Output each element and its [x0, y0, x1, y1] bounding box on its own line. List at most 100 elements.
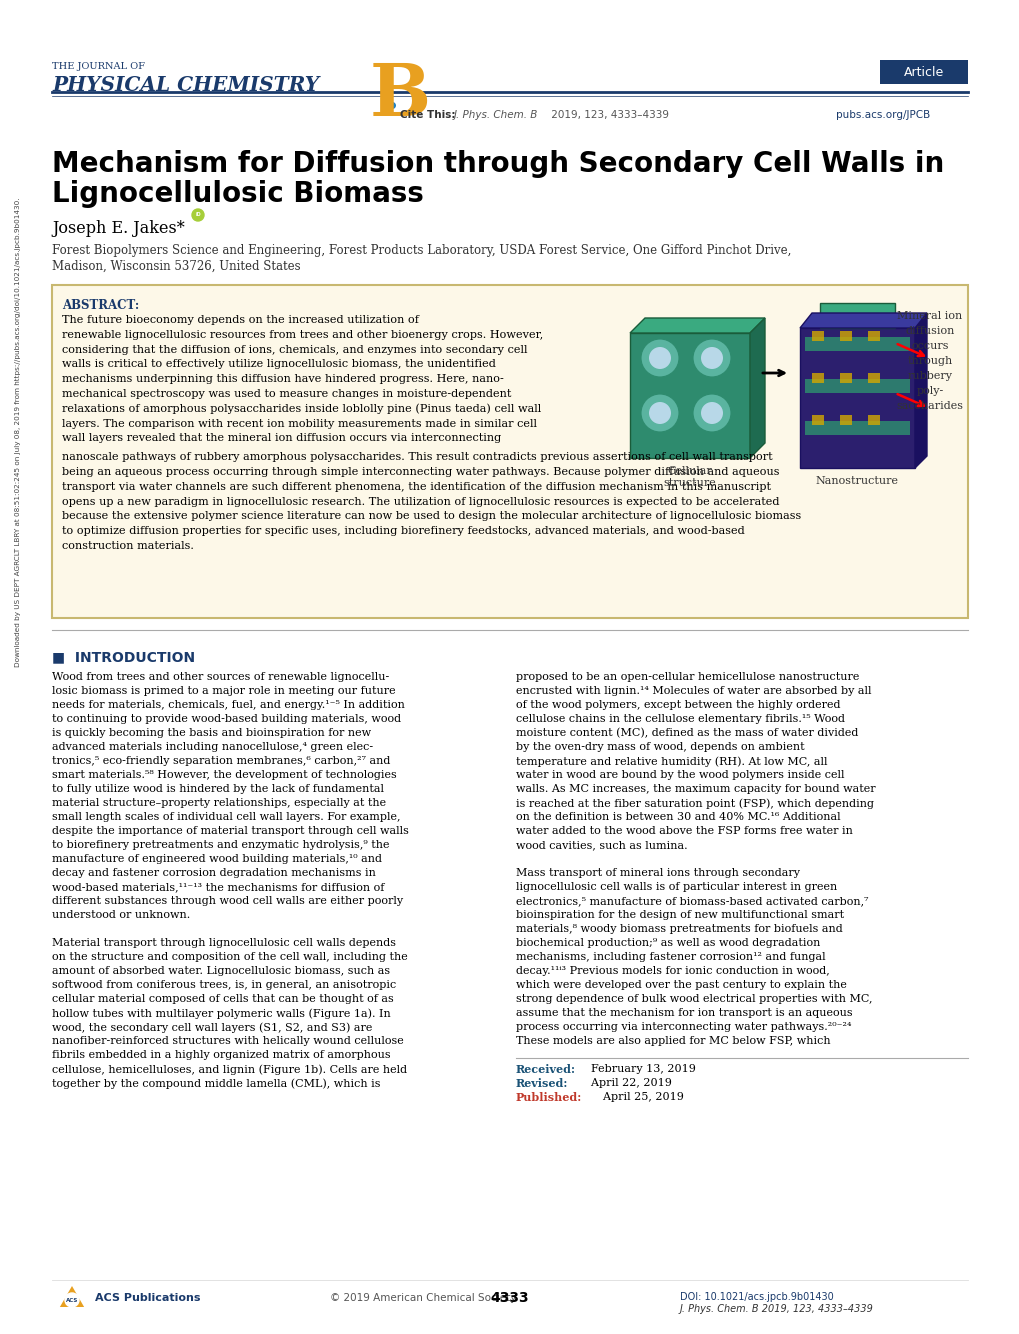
Text: The future bioeconomy depends on the increased utilization of: The future bioeconomy depends on the inc… [62, 315, 419, 325]
Text: ■  INTRODUCTION: ■ INTRODUCTION [52, 650, 195, 664]
Ellipse shape [640, 394, 679, 432]
Text: © 2019 American Chemical Society: © 2019 American Chemical Society [330, 1293, 516, 1303]
Text: wall layers revealed that the mineral ion diffusion occurs via interconnecting: wall layers revealed that the mineral io… [62, 434, 500, 443]
Text: materials,⁸ woody biomass pretreatments for biofuels and: materials,⁸ woody biomass pretreatments … [516, 924, 842, 934]
Text: encrusted with lignin.¹⁴ Molecules of water are absorbed by all: encrusted with lignin.¹⁴ Molecules of wa… [516, 686, 870, 696]
Text: ACS: ACS [66, 1298, 78, 1302]
Bar [811, 415, 823, 426]
Text: cellulose, hemicelluloses, and lignin (Figure 1b). Cells are held: cellulose, hemicelluloses, and lignin (F… [52, 1065, 407, 1075]
Text: decay.¹¹ⁱ³ Previous models for ionic conduction in wood,: decay.¹¹ⁱ³ Previous models for ionic con… [516, 966, 828, 976]
Text: Mechanism for Diffusion through Secondary Cell Walls in: Mechanism for Diffusion through Secondar… [52, 149, 944, 177]
Text: manufacture of engineered wood building materials,¹⁰ and: manufacture of engineered wood building … [52, 854, 382, 864]
Text: temperature and relative humidity (RH). At low MC, all: temperature and relative humidity (RH). … [516, 756, 826, 767]
Text: 2019, 123, 4333–4339: 2019, 123, 4333–4339 [547, 109, 668, 120]
Text: lignocellulosic cell walls is of particular interest in green: lignocellulosic cell walls is of particu… [516, 882, 837, 892]
Bar [630, 334, 749, 458]
Text: nanoscale pathways of rubbery amorphous polysaccharides. This result contradicts: nanoscale pathways of rubbery amorphous … [62, 452, 771, 462]
Polygon shape [630, 317, 764, 334]
Bar [867, 374, 879, 383]
Text: layers. The comparison with recent ion mobility measurements made in similar cel: layers. The comparison with recent ion m… [62, 419, 536, 428]
Text: THE JOURNAL OF: THE JOURNAL OF [52, 61, 145, 71]
Text: water in wood are bound by the wood polymers inside cell: water in wood are bound by the wood poly… [516, 770, 844, 780]
Text: to fully utilize wood is hindered by the lack of fundamental: to fully utilize wood is hindered by the… [52, 784, 383, 794]
Text: Nanostructure: Nanostructure [815, 476, 898, 486]
Text: saccharides: saccharides [896, 402, 963, 411]
Text: decay and fastener corrosion degradation mechanisms in: decay and fastener corrosion degradation… [52, 868, 376, 878]
Text: process occurring via interconnecting water pathways.²⁰⁻²⁴: process occurring via interconnecting wa… [516, 1022, 851, 1033]
Ellipse shape [700, 347, 722, 370]
Bar [804, 338, 909, 351]
Text: advanced materials including nanocellulose,⁴ green elec-: advanced materials including nanocellulo… [52, 742, 373, 752]
Text: wood cavities, such as lumina.: wood cavities, such as lumina. [516, 840, 687, 850]
Text: Material transport through lignocellulosic cell walls depends: Material transport through lignocellulos… [52, 938, 395, 948]
Polygon shape [914, 313, 926, 468]
Polygon shape [799, 313, 926, 328]
Text: by the oven-dry mass of wood, depends on ambient: by the oven-dry mass of wood, depends on… [516, 742, 804, 752]
Text: hollow tubes with multilayer polymeric walls (Figure 1a). In: hollow tubes with multilayer polymeric w… [52, 1009, 390, 1019]
Bar [804, 422, 909, 435]
Text: construction materials.: construction materials. [62, 542, 194, 551]
Bar [811, 331, 823, 342]
Circle shape [65, 1293, 78, 1307]
Text: smart materials.⁵⁸ However, the development of technologies: smart materials.⁵⁸ However, the developm… [52, 770, 396, 780]
Polygon shape [749, 317, 764, 458]
Text: bioinspiration for the design of new multifunctional smart: bioinspiration for the design of new mul… [516, 910, 844, 920]
Text: occurs: occurs [910, 342, 948, 351]
Text: DOI: 10.1021/acs.jpcb.9b01430: DOI: 10.1021/acs.jpcb.9b01430 [680, 1293, 833, 1302]
Bar [804, 379, 909, 394]
Text: Madison, Wisconsin 53726, United States: Madison, Wisconsin 53726, United States [52, 260, 301, 273]
Text: relaxations of amorphous polysaccharides inside loblolly pine (Pinus taeda) cell: relaxations of amorphous polysaccharides… [62, 404, 541, 415]
Text: transport via water channels are such different phenomena, the identification of: transport via water channels are such di… [62, 482, 770, 492]
Ellipse shape [648, 402, 671, 424]
Text: softwood from coniferous trees, is, in general, an anisotropic: softwood from coniferous trees, is, in g… [52, 980, 395, 990]
Text: understood or unknown.: understood or unknown. [52, 910, 191, 920]
Text: Joseph E. Jakes*: Joseph E. Jakes* [52, 220, 184, 237]
Text: These models are also applied for MC below FSP, which: These models are also applied for MC bel… [516, 1037, 829, 1046]
Text: through: through [907, 356, 952, 366]
Text: cellulose chains in the cellulose elementary fibrils.¹⁵ Wood: cellulose chains in the cellulose elemen… [516, 714, 844, 724]
Text: structure: structure [663, 478, 715, 488]
Text: fibrils embedded in a highly organized matrix of amorphous: fibrils embedded in a highly organized m… [52, 1050, 390, 1061]
Text: Forest Biopolymers Science and Engineering, Forest Products Laboratory, USDA For: Forest Biopolymers Science and Engineeri… [52, 244, 791, 257]
Bar [620, 293, 959, 503]
Text: Article: Article [903, 65, 944, 79]
Text: Wood from trees and other sources of renewable lignocellu-: Wood from trees and other sources of ren… [52, 672, 389, 682]
Bar [52, 285, 967, 618]
Ellipse shape [700, 402, 722, 424]
Ellipse shape [648, 347, 671, 370]
Ellipse shape [692, 394, 731, 432]
Text: proposed to be an open-cellular hemicellulose nanostructure: proposed to be an open-cellular hemicell… [516, 672, 859, 682]
Text: together by the compound middle lamella (CML), which is: together by the compound middle lamella … [52, 1078, 380, 1089]
Text: mechanical spectroscopy was used to measure changes in moisture-dependent: mechanical spectroscopy was used to meas… [62, 390, 511, 399]
Bar [867, 415, 879, 426]
Text: Downloaded by US DEPT AGRCLT LBRY at 08:51:02:245 on July 08, 2019 from https://: Downloaded by US DEPT AGRCLT LBRY at 08:… [15, 197, 21, 667]
Text: April 25, 2019: April 25, 2019 [595, 1093, 683, 1102]
Text: because the extensive polymer science literature can now be used to design the m: because the extensive polymer science li… [62, 511, 801, 522]
Text: mechanisms underpinning this diffusion have hindered progress. Here, nano-: mechanisms underpinning this diffusion h… [62, 375, 503, 384]
Text: tronics,⁵ eco-friendly separation membranes,⁶ carbon,²⁷ and: tronics,⁵ eco-friendly separation membra… [52, 756, 390, 766]
Text: losic biomass is primed to a major role in meeting our future: losic biomass is primed to a major role … [52, 686, 395, 696]
Text: electronics,⁵ manufacture of biomass-based activated carbon,⁷: electronics,⁵ manufacture of biomass-bas… [516, 896, 867, 906]
Text: biochemical production;⁹ as well as wood degradation: biochemical production;⁹ as well as wood… [516, 938, 819, 948]
Text: renewable lignocellulosic resources from trees and other bioenergy crops. Howeve: renewable lignocellulosic resources from… [62, 329, 543, 340]
Text: J. Phys. Chem. B 2019, 123, 4333–4339: J. Phys. Chem. B 2019, 123, 4333–4339 [680, 1305, 873, 1314]
Text: wood, the secondary cell wall layers (S1, S2, and S3) are: wood, the secondary cell wall layers (S1… [52, 1022, 372, 1033]
Bar [799, 328, 914, 468]
Text: to optimize diffusion properties for specific uses, including biorefinery feedst: to optimize diffusion properties for spe… [62, 526, 744, 536]
Text: J. Phys. Chem. B: J. Phys. Chem. B [453, 109, 538, 120]
Text: Mass transport of mineral ions through secondary: Mass transport of mineral ions through s… [516, 868, 799, 878]
Text: walls. As MC increases, the maximum capacity for bound water: walls. As MC increases, the maximum capa… [516, 784, 874, 794]
Text: poly-: poly- [915, 386, 943, 396]
Bar [840, 374, 851, 383]
Text: on the structure and composition of the cell wall, including the: on the structure and composition of the … [52, 952, 408, 962]
Text: assume that the mechanism for ion transport is an aqueous: assume that the mechanism for ion transp… [516, 1009, 852, 1018]
Text: considering that the diffusion of ions, chemicals, and enzymes into secondary ce: considering that the diffusion of ions, … [62, 344, 527, 355]
Ellipse shape [692, 339, 731, 378]
Text: rubbery: rubbery [907, 371, 952, 382]
Text: ABSTRACT:: ABSTRACT: [62, 299, 140, 312]
Text: on the definition is between 30 and 40% MC.¹⁶ Additional: on the definition is between 30 and 40% … [516, 812, 840, 822]
Text: water added to the wood above the FSP forms free water in: water added to the wood above the FSP fo… [516, 826, 852, 836]
Circle shape [192, 209, 204, 221]
Text: Mineral ion: Mineral ion [897, 311, 962, 321]
Bar [879, 60, 967, 84]
